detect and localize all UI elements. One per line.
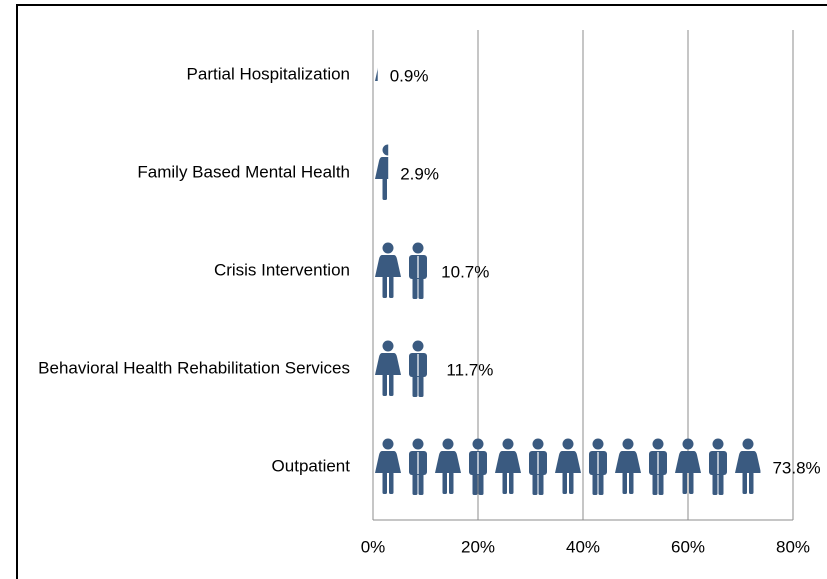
data-label: 73.8% <box>772 458 820 477</box>
data-label: 11.7% <box>446 360 493 379</box>
y-tick-label: Family Based Mental Health <box>137 162 350 181</box>
x-tick-label: 80% <box>776 537 810 556</box>
x-tick-label: 40% <box>566 537 600 556</box>
data-label: 2.9% <box>400 164 439 183</box>
bar <box>373 242 430 300</box>
x-tick-label: 60% <box>671 537 705 556</box>
x-tick-label: 20% <box>461 537 495 556</box>
chart-frame <box>16 4 827 579</box>
x-tick-label: 0% <box>361 537 386 556</box>
data-label: 10.7% <box>441 262 489 281</box>
y-tick-label: Behavioral Health Rehabilitation Service… <box>38 358 350 377</box>
bar <box>373 340 435 398</box>
bar <box>373 438 761 496</box>
y-tick-label: Crisis Intervention <box>214 260 350 279</box>
bar <box>373 46 378 104</box>
data-label: 0.9% <box>390 66 429 85</box>
bar <box>373 144 389 202</box>
y-tick-label: Partial Hospitalization <box>187 64 350 83</box>
y-tick-label: Outpatient <box>272 456 351 475</box>
